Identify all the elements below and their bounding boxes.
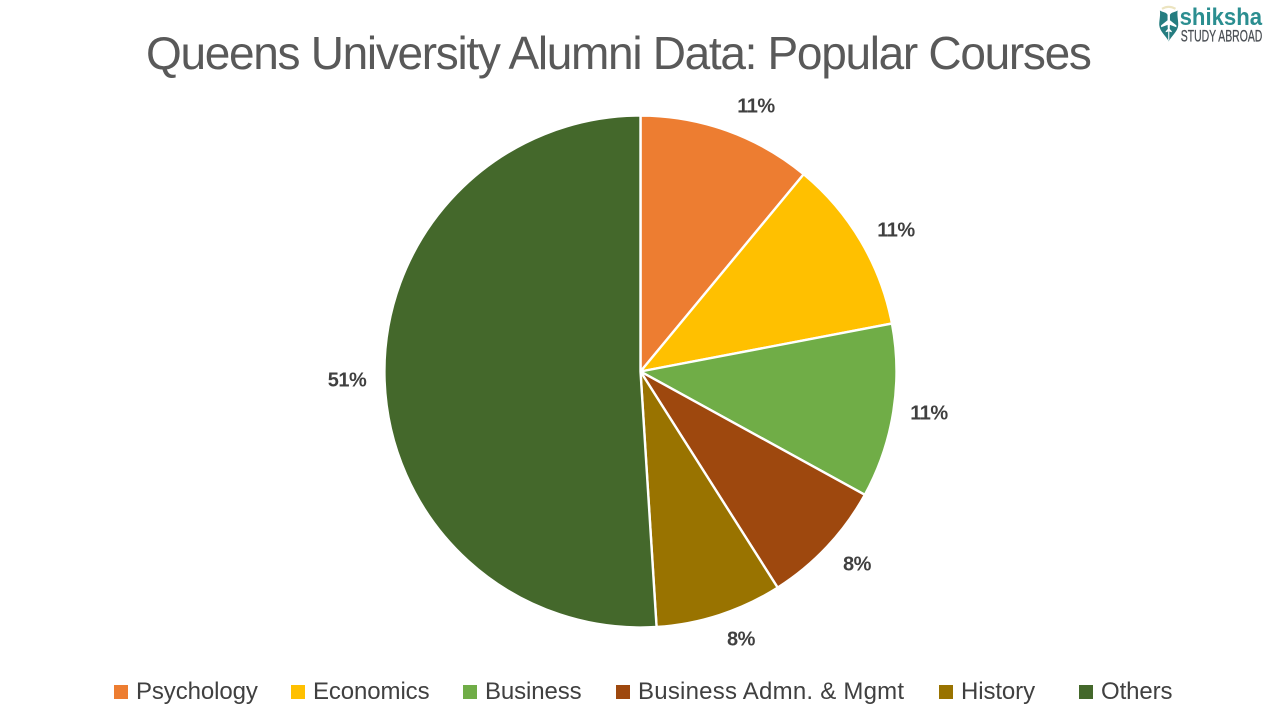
svg-text:shiksha: shiksha [1180,4,1263,31]
svg-text:STUDY ABROAD: STUDY ABROAD [1181,26,1263,45]
